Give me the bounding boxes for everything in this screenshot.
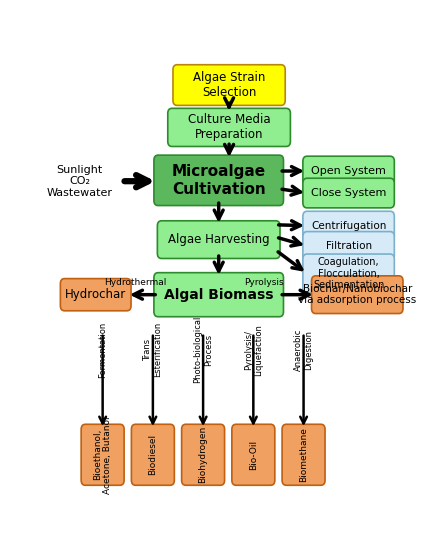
Text: Filtration: Filtration bbox=[325, 241, 371, 251]
Text: Hydrothermal: Hydrothermal bbox=[104, 278, 167, 287]
FancyBboxPatch shape bbox=[154, 155, 283, 206]
Text: Algae Harvesting: Algae Harvesting bbox=[168, 233, 270, 246]
Text: Photo-biological
Process: Photo-biological Process bbox=[194, 316, 213, 383]
FancyBboxPatch shape bbox=[303, 211, 394, 240]
Text: Fermentation: Fermentation bbox=[98, 322, 107, 378]
Text: Biodiesel: Biodiesel bbox=[148, 434, 157, 475]
Text: Microalgae
Cultivation: Microalgae Cultivation bbox=[172, 164, 266, 196]
Text: Coagulation,
Flocculation,
Sedimentation: Coagulation, Flocculation, Sedimentation bbox=[313, 257, 384, 290]
FancyBboxPatch shape bbox=[303, 254, 394, 293]
Text: Sunlight
CO₂
Wastewater: Sunlight CO₂ Wastewater bbox=[46, 164, 113, 198]
FancyBboxPatch shape bbox=[157, 221, 280, 258]
Text: Hydrochar: Hydrochar bbox=[65, 288, 127, 301]
FancyBboxPatch shape bbox=[131, 424, 174, 485]
FancyBboxPatch shape bbox=[154, 273, 283, 317]
FancyBboxPatch shape bbox=[60, 279, 131, 311]
Text: Close System: Close System bbox=[311, 188, 386, 198]
Text: Biohydrogen: Biohydrogen bbox=[198, 426, 207, 483]
Text: Bioethanol,
Acetone, Butanol: Bioethanol, Acetone, Butanol bbox=[93, 416, 112, 493]
FancyBboxPatch shape bbox=[303, 178, 394, 208]
Text: Culture Media
Preparation: Culture Media Preparation bbox=[188, 113, 270, 141]
FancyBboxPatch shape bbox=[232, 424, 275, 485]
FancyBboxPatch shape bbox=[312, 276, 403, 314]
FancyBboxPatch shape bbox=[303, 232, 394, 260]
Text: Trans
Esterification: Trans Esterification bbox=[143, 322, 163, 377]
Text: Pyrolysis: Pyrolysis bbox=[244, 278, 283, 287]
Text: Algae Strain
Selection: Algae Strain Selection bbox=[193, 71, 265, 99]
FancyBboxPatch shape bbox=[282, 424, 325, 485]
Text: Bio-Oil: Bio-Oil bbox=[249, 439, 258, 470]
Text: Anaerobic
Digestion: Anaerobic Digestion bbox=[294, 328, 313, 371]
FancyBboxPatch shape bbox=[81, 424, 124, 485]
Text: Centrifugation: Centrifugation bbox=[311, 221, 386, 230]
Text: Biomethane: Biomethane bbox=[299, 427, 308, 482]
FancyBboxPatch shape bbox=[173, 65, 285, 106]
FancyBboxPatch shape bbox=[303, 156, 394, 186]
FancyBboxPatch shape bbox=[181, 424, 224, 485]
Text: Biochar/Nanobiochar
via adsorption process: Biochar/Nanobiochar via adsorption proce… bbox=[298, 284, 417, 305]
FancyBboxPatch shape bbox=[168, 108, 291, 146]
Text: Open System: Open System bbox=[311, 166, 386, 176]
Text: Pyrolysis/
Liquefaction: Pyrolysis/ Liquefaction bbox=[244, 324, 263, 376]
Text: Algal Biomass: Algal Biomass bbox=[164, 288, 274, 302]
